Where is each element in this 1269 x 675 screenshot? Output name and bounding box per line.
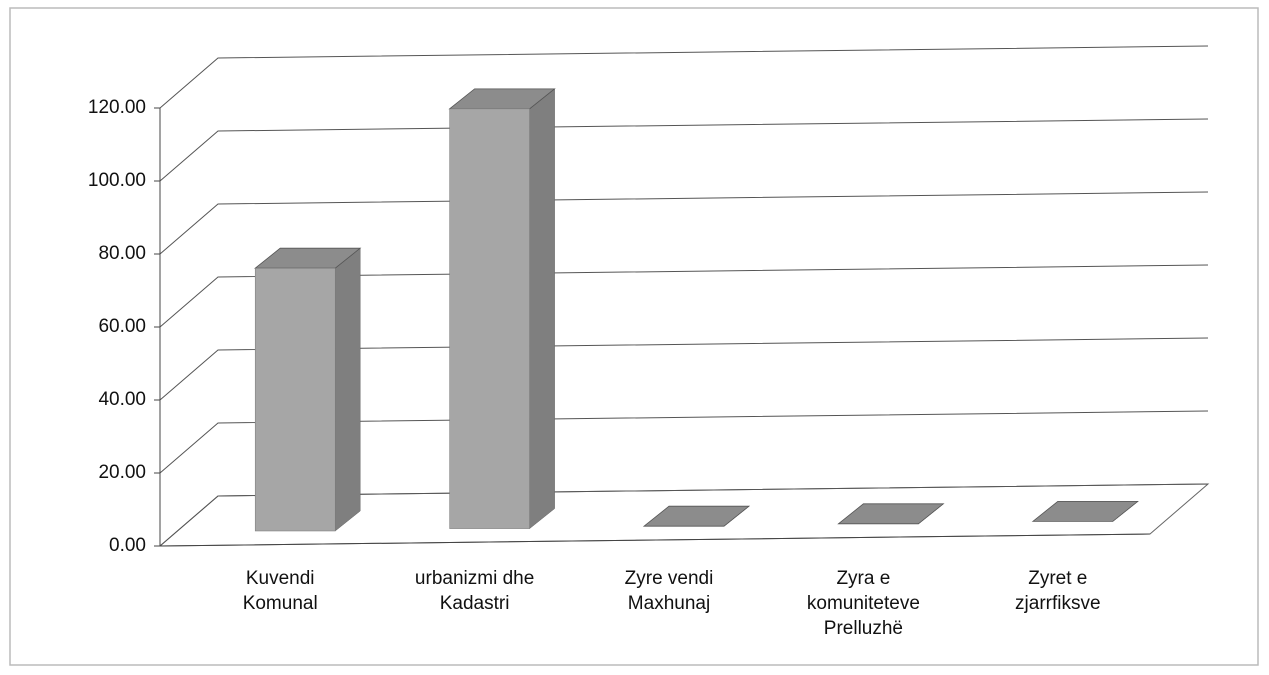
- x-tick-label: Kuvendi Komunal: [242, 568, 318, 614]
- y-tick-label: 80.00: [98, 243, 146, 264]
- x-tick-label: Zyret e zjarrfiksve: [1015, 568, 1101, 614]
- bar-top: [837, 503, 945, 525]
- chart-border: [9, 7, 1259, 666]
- bar-side: [529, 88, 555, 530]
- grid-line: [159, 191, 1209, 255]
- grid-line: [159, 118, 1209, 182]
- y-tick-label: 20.00: [98, 462, 146, 483]
- bar: [449, 108, 530, 529]
- grid-line: [159, 45, 1209, 109]
- bar: [254, 267, 336, 532]
- bar-side: [334, 247, 361, 532]
- grid-line: [159, 337, 1209, 401]
- x-tick-label: urbanizmi dhe Kadastri: [414, 568, 535, 614]
- grid-line: [159, 483, 1209, 547]
- grid-line: [159, 264, 1209, 328]
- x-tick-label: Zyra e komuniteteve Prelluzhë: [806, 568, 920, 639]
- y-tick-label: 0.00: [109, 535, 146, 556]
- y-tick-label: 40.00: [98, 389, 146, 410]
- grid-line: [159, 410, 1209, 474]
- bar-top: [1031, 500, 1139, 522]
- y-tick-label: 100.00: [88, 170, 146, 191]
- x-tick-label: Zyre vendi Maxhunaj: [624, 568, 714, 614]
- y-tick-label: 60.00: [98, 316, 146, 337]
- y-tick-label: 120.00: [88, 97, 146, 118]
- x-axis: [159, 533, 1151, 547]
- bar-top: [642, 505, 751, 527]
